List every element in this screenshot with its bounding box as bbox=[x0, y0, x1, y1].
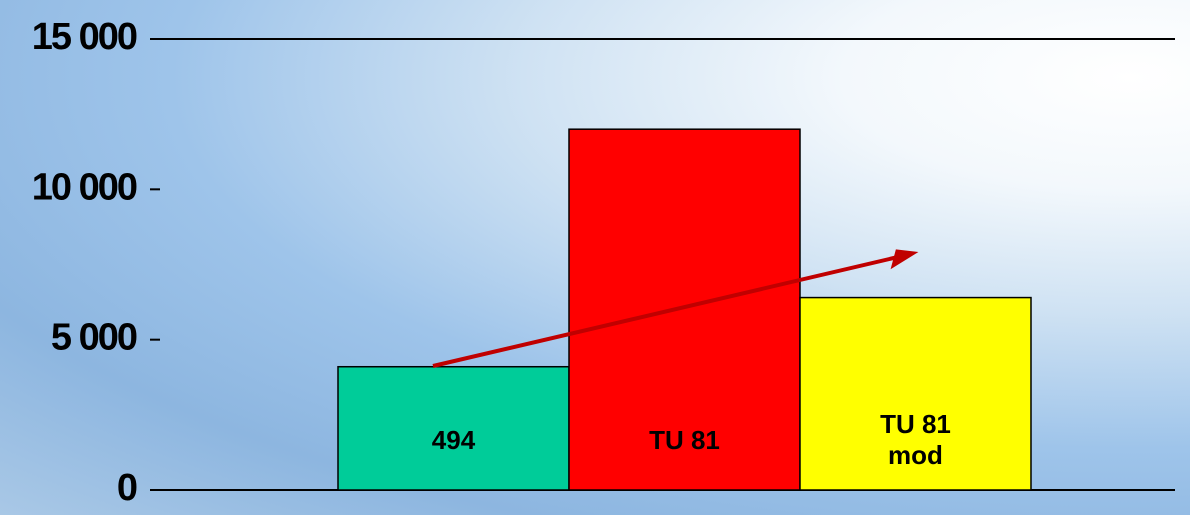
category-label: 494 bbox=[338, 390, 569, 490]
page: 05 00010 00015 000 494TU 81TU 81 mod (()… bbox=[0, 0, 1190, 515]
y-tick-label: 0 bbox=[117, 467, 137, 509]
category-text: TU 81 bbox=[630, 425, 740, 456]
category-text: TU 81 mod bbox=[861, 409, 971, 471]
y-tick-label: 5 000 bbox=[51, 317, 137, 359]
category-label: TU 81 mod bbox=[800, 390, 1031, 490]
y-tick-label: 10 000 bbox=[32, 166, 137, 208]
category-text: 494 bbox=[399, 425, 509, 456]
arrow-head bbox=[893, 251, 914, 266]
y-tick-label: 15 000 bbox=[32, 16, 137, 58]
category-label: TU 81 bbox=[569, 390, 800, 490]
